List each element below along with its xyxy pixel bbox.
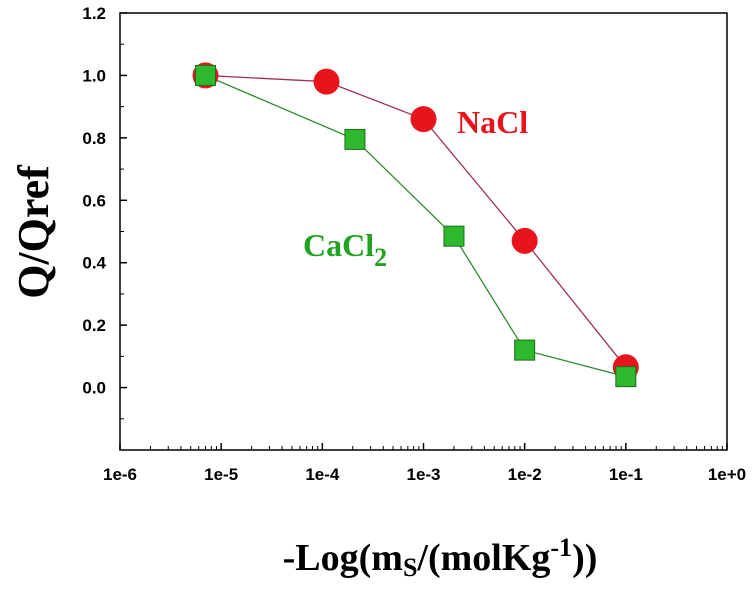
data-point-cacl: [344, 128, 366, 150]
data-point-cacl: [514, 339, 536, 361]
x-tick-label: 1e-1: [609, 465, 643, 484]
y-axis-label: Q/Qref: [9, 164, 58, 299]
series-label-cacl2-subscript: 2: [374, 243, 387, 272]
y-tick-label: 1.2: [82, 4, 106, 23]
y-tick-label: 0.8: [82, 129, 106, 148]
data-point-nacl: [511, 227, 538, 254]
data-point-cacl: [194, 64, 216, 86]
x-axis-label-suffix: )): [572, 537, 597, 579]
x-tick-label: 1e-6: [103, 465, 137, 484]
x-axis: 1e-6 1e-5 1e-4 1e-3 1e-2 1e-1 1e+0: [103, 443, 746, 484]
data-point-cacl: [443, 225, 465, 247]
series-label-cacl2: CaCl2: [303, 227, 387, 272]
x-tick-label: 1e-5: [204, 465, 238, 484]
y-tick-label: 1.0: [82, 66, 106, 85]
x-axis-label: -Log(mS/(molKg-1)): [283, 533, 598, 582]
data-point-cacl: [615, 366, 637, 388]
data-point-nacl: [410, 106, 437, 133]
x-tick-label: 1e-3: [406, 465, 440, 484]
x-axis-label-mid: /(molKg: [416, 537, 550, 579]
y-tick-label: 0.6: [82, 191, 106, 210]
x-axis-label-superscript: -1: [550, 533, 572, 562]
y-tick-label: 0.2: [82, 316, 106, 335]
x-tick-label: 1e+0: [708, 465, 746, 484]
series-markers: [192, 62, 639, 388]
x-tick-label: 1e-4: [305, 465, 340, 484]
y-tick-label: 0.0: [82, 379, 106, 398]
x-axis-label-prefix: -Log(m: [283, 537, 403, 579]
y-tick-label: 0.4: [82, 254, 106, 273]
data-point-nacl: [313, 68, 340, 95]
series-label-cacl2-name: CaCl: [303, 227, 374, 263]
series-label-nacl: NaCl: [457, 104, 528, 140]
x-axis-label-subscript: S: [403, 553, 417, 582]
y-axis: 0.0 0.2 0.4 0.6 0.8 1.0 1.2: [82, 4, 127, 420]
x-tick-label: 1e-2: [508, 465, 542, 484]
